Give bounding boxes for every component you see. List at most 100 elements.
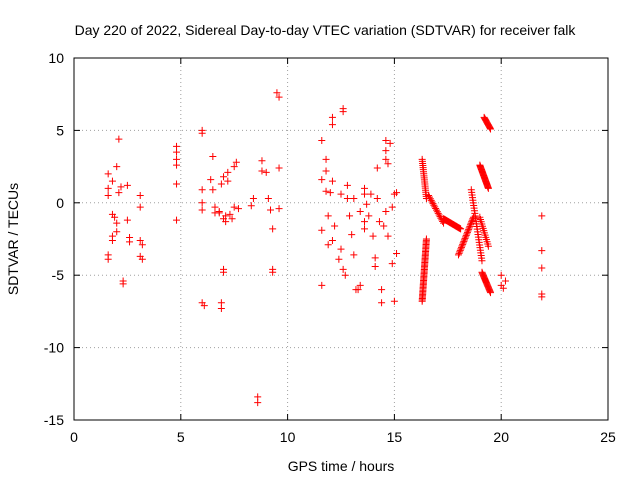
data-points (104, 89, 546, 407)
data-point (318, 226, 326, 234)
data-point (209, 186, 217, 194)
data-point (465, 224, 473, 232)
data-point (462, 231, 470, 239)
data-point (350, 251, 358, 259)
y-tick-label: 5 (56, 122, 64, 138)
data-point (386, 139, 394, 147)
data-point (275, 93, 283, 101)
x-tick-label: 5 (177, 429, 185, 445)
data-point (393, 189, 401, 197)
data-point (136, 192, 144, 200)
data-point (343, 181, 351, 189)
data-point (388, 260, 396, 268)
x-tick-label: 25 (600, 429, 616, 445)
data-point (463, 230, 471, 238)
data-point (460, 236, 468, 244)
data-point (375, 218, 383, 226)
data-point (466, 222, 474, 230)
data-point (198, 199, 206, 207)
data-point (335, 255, 343, 263)
data-point (356, 281, 364, 289)
data-point (367, 190, 375, 198)
data-point (228, 215, 236, 223)
data-point (371, 254, 379, 262)
data-point (363, 200, 371, 208)
data-point (328, 113, 336, 121)
data-point (356, 207, 364, 215)
data-point (459, 239, 467, 247)
data-point (429, 200, 437, 208)
plot-frame (73, 57, 609, 421)
data-point (173, 180, 181, 188)
data-point (269, 225, 277, 233)
data-point (324, 241, 332, 249)
data-point (538, 212, 546, 220)
data-point (460, 237, 468, 245)
y-tick-label: -10 (44, 340, 64, 356)
data-point (200, 302, 208, 310)
tick-labels: 0 5 10 15 20 25 -15 -10 -5 0 5 10 (44, 50, 616, 445)
data-point (232, 158, 240, 166)
data-point (220, 173, 228, 181)
data-point (111, 213, 119, 221)
data-point (464, 227, 472, 235)
data-point (318, 137, 326, 145)
data-point (113, 219, 121, 227)
data-point (115, 135, 123, 143)
y-tick-label: 10 (48, 50, 64, 66)
data-point (254, 399, 262, 407)
data-point (360, 218, 368, 226)
data-point (138, 255, 146, 263)
data-point (425, 192, 433, 200)
data-point (217, 305, 225, 313)
y-tick-label: -5 (52, 267, 65, 283)
data-point (113, 163, 121, 171)
data-point (422, 235, 430, 243)
data-point (425, 193, 433, 201)
data-point (341, 271, 349, 279)
data-point (458, 242, 466, 250)
data-point (339, 265, 347, 273)
data-point (138, 241, 146, 249)
data-point (432, 205, 440, 213)
data-point (198, 186, 206, 194)
data-point (173, 148, 181, 156)
data-point (104, 192, 112, 200)
data-point (117, 183, 125, 191)
data-point (339, 108, 347, 116)
x-tick-label: 10 (280, 429, 296, 445)
data-point (267, 206, 275, 214)
data-point (463, 228, 471, 236)
data-point (501, 277, 509, 285)
data-point (497, 271, 505, 279)
data-point (462, 233, 470, 241)
data-point (538, 264, 546, 272)
data-point (136, 236, 144, 244)
data-point (468, 216, 476, 224)
data-point (426, 195, 434, 203)
data-point (456, 246, 464, 254)
data-point (104, 170, 112, 178)
data-point (113, 228, 121, 236)
data-point (382, 147, 390, 155)
data-point (466, 221, 474, 229)
data-point (328, 236, 336, 244)
data-point (348, 231, 356, 239)
data-point (431, 203, 439, 211)
data-point (430, 201, 438, 209)
data-point (457, 245, 465, 253)
x-axis-label: GPS time / hours (288, 458, 395, 474)
data-point (123, 181, 131, 189)
data-point (220, 268, 228, 276)
data-point (108, 177, 116, 185)
data-point (365, 212, 373, 220)
data-point (108, 236, 116, 244)
data-point (198, 206, 206, 214)
data-point (343, 194, 351, 202)
data-point (435, 211, 443, 219)
data-point (322, 167, 330, 175)
data-point (427, 196, 435, 204)
data-point (369, 232, 377, 240)
data-point (457, 243, 465, 251)
